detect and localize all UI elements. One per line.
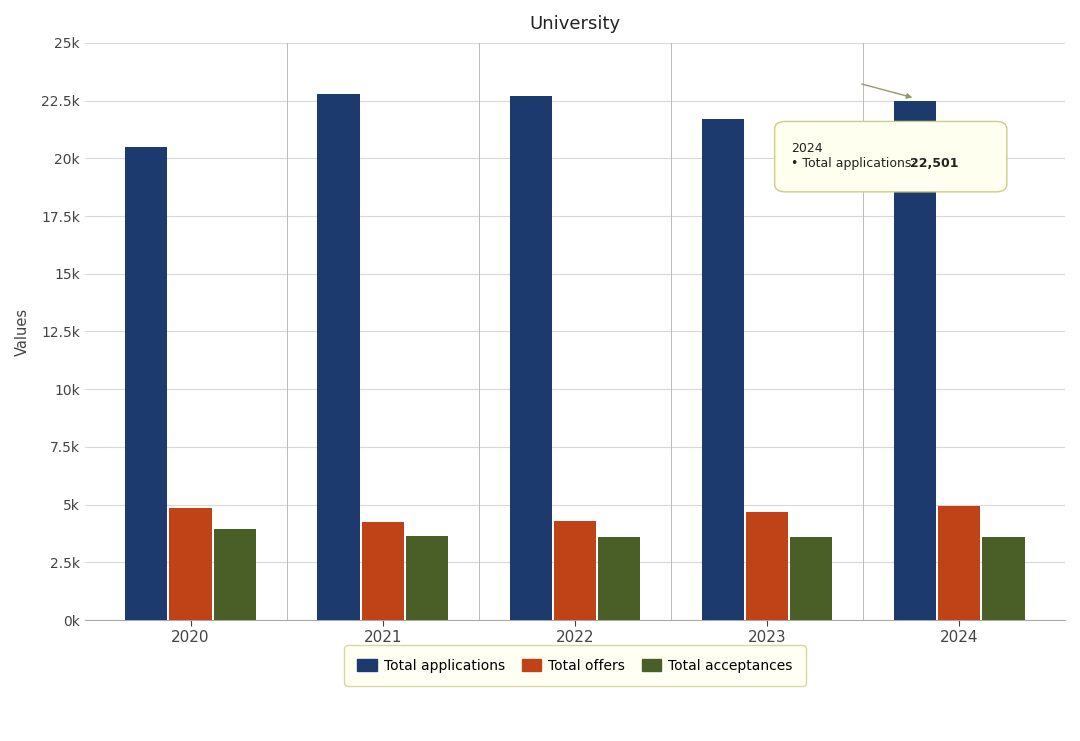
Bar — [554, 521, 596, 620]
Bar — [791, 537, 833, 620]
Bar — [362, 522, 404, 620]
Bar — [125, 147, 167, 620]
Bar — [702, 119, 744, 620]
Bar — [983, 537, 1025, 620]
Legend: Total applications, Total offers, Total acceptances: Total applications, Total offers, Total … — [348, 649, 802, 682]
Y-axis label: Values: Values — [15, 308, 30, 356]
Bar — [598, 537, 640, 620]
Bar — [939, 506, 981, 620]
Text: 2024: 2024 — [791, 142, 823, 155]
Bar — [510, 96, 552, 620]
Bar — [318, 93, 360, 620]
Title: University: University — [529, 15, 621, 33]
Bar — [746, 511, 788, 620]
Text: • Total applications:: • Total applications: — [791, 157, 919, 170]
Text: 22,501: 22,501 — [909, 157, 958, 170]
Bar — [894, 101, 936, 620]
Bar — [170, 508, 212, 620]
Bar — [406, 536, 448, 620]
Bar — [214, 529, 256, 620]
